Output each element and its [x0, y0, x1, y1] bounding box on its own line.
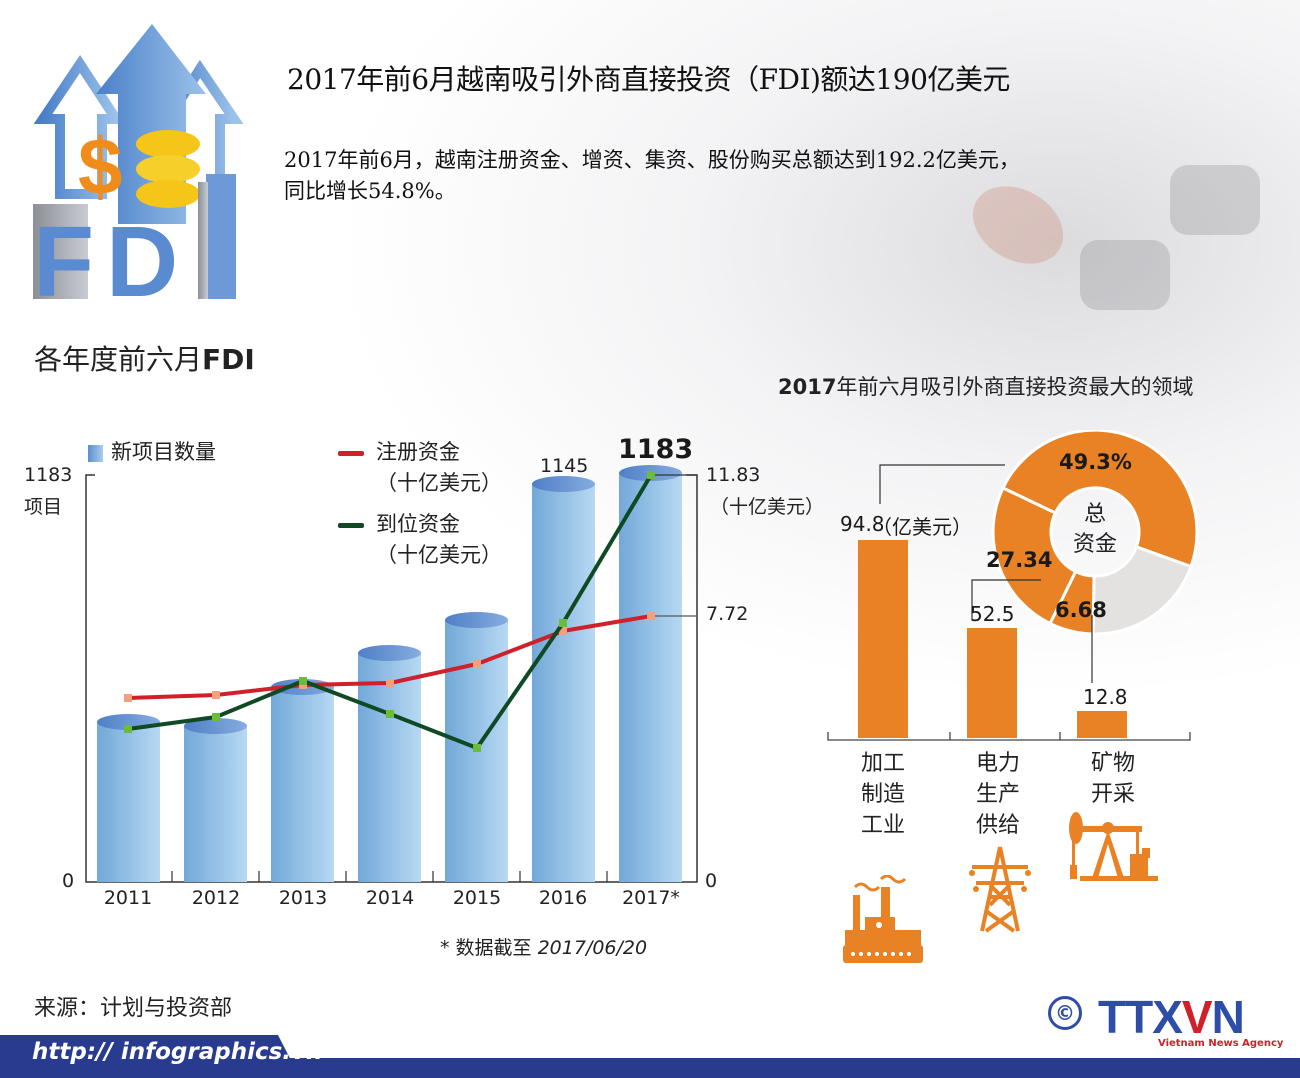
fdi-combo-chart	[85, 465, 698, 883]
svg-text:D: D	[106, 206, 178, 304]
sector-label-mining: 矿物 开采	[1090, 751, 1135, 807]
bar-series-new-projects	[97, 465, 682, 882]
legend-disbursed-unit: （十亿美元）	[376, 543, 502, 567]
sector-value-power: 52.5	[970, 602, 1015, 626]
sector-label-manufacturing: 加工 制造 工业	[860, 751, 905, 838]
legend-registered: 注册资金 （十亿美元）	[338, 437, 502, 499]
left-axis-top-value: 1183	[24, 464, 73, 486]
x-tick-2011: 2011	[103, 887, 153, 909]
left-axis-zero: 0	[62, 870, 75, 892]
total-capital-donut	[991, 430, 1199, 636]
legend-disbursed-label: 到位资金	[376, 512, 460, 536]
x-tick-2012: 2012	[191, 887, 241, 909]
donut-label-manufacturing: 49.3%	[1059, 450, 1132, 474]
unit-label: （亿美元）	[872, 515, 972, 539]
data-cutoff-note: * 数据截至 2017/06/20	[440, 937, 648, 959]
sector-value-mining: 12.8	[1083, 685, 1128, 709]
footer-bar	[0, 1058, 1300, 1078]
legend-registered-unit: （十亿美元）	[376, 471, 502, 495]
fdi-logo: $ F D	[28, 24, 258, 318]
right-chart-title: 2017年前六月吸引外商直接投资最大的领域	[778, 375, 1194, 399]
legend-bars: 新项目数量	[88, 437, 216, 468]
left-chart-title-cn: 各年度前六月	[34, 343, 203, 376]
sector-value-manufacturing: 94.8	[840, 512, 885, 536]
donut-label-power: 27.34	[986, 548, 1053, 572]
donut-center-label: 总资金	[1072, 502, 1117, 557]
x-tick-2016: 2016	[538, 887, 588, 909]
bar-label-2017: 1183	[618, 434, 694, 465]
source-text: 来源：计划与投资部	[34, 996, 233, 1021]
legend-green-line-swatch	[338, 522, 364, 528]
bar-label-2016: 1145	[540, 455, 589, 477]
donut-label-mining: 6.68	[1055, 598, 1107, 622]
calculator-key-decoration	[1170, 165, 1260, 235]
svg-text:$: $	[78, 122, 123, 211]
oil-pump-icon	[1069, 812, 1158, 881]
footer-url-tab	[0, 1035, 300, 1078]
copyright-icon: ©	[1048, 996, 1082, 1030]
legend-disbursed: 到位资金 （十亿美元）	[338, 509, 502, 571]
footer-url-link[interactable]: http:// infographics.vn	[32, 1039, 323, 1065]
left-chart-title: 各年度前六月FDI	[34, 338, 255, 378]
page-title: 2017年前6月越南吸引外商直接投资（FDI)额达190亿美元	[287, 63, 1010, 96]
right-axis-zero: 0	[705, 870, 718, 892]
right-axis-disbursed-unit: （十亿美元）	[710, 496, 825, 518]
legend-bars-label: 新项目数量	[111, 440, 216, 464]
left-axis-unit: 项目	[24, 496, 63, 518]
x-tick-2015: 2015	[452, 887, 502, 909]
intro-line-1: 2017年前6月，越南注册资金、增资、集资、股份购买总额达到192.2亿美元，	[284, 148, 1020, 172]
ttxvn-logo-subtitle: Vietnam News Agency	[1158, 1038, 1284, 1049]
sector-label-power: 电力 生产 供给	[975, 751, 1020, 838]
svg-text:F: F	[33, 206, 94, 304]
ttxvn-logo: TTXVN	[1098, 991, 1245, 1043]
calculator-key-decoration	[1080, 240, 1170, 310]
legend-red-line-swatch	[338, 450, 364, 456]
left-chart-title-fdi: FDI	[202, 343, 255, 376]
factory-icon	[843, 875, 923, 963]
intro-line-2: 同比增长54.8%。	[284, 179, 456, 203]
x-tick-2017: 2017*	[622, 887, 680, 909]
sector-charts	[827, 430, 1199, 741]
power-tower-icon	[969, 846, 1031, 933]
x-tick-2013: 2013	[278, 887, 328, 909]
right-axis-registered-end: 7.72	[706, 603, 749, 625]
legend-registered-label: 注册资金	[376, 440, 460, 464]
x-tick-2014: 2014	[365, 887, 415, 909]
intro-paragraph: 2017年前6月，越南注册资金、增资、集资、股份购买总额达到192.2亿美元， …	[284, 145, 1214, 207]
right-axis-disbursed-end: 11.83	[706, 464, 761, 486]
legend-bar-swatch	[88, 444, 103, 462]
fdi-arrows-icon: $ F D	[33, 24, 244, 318]
